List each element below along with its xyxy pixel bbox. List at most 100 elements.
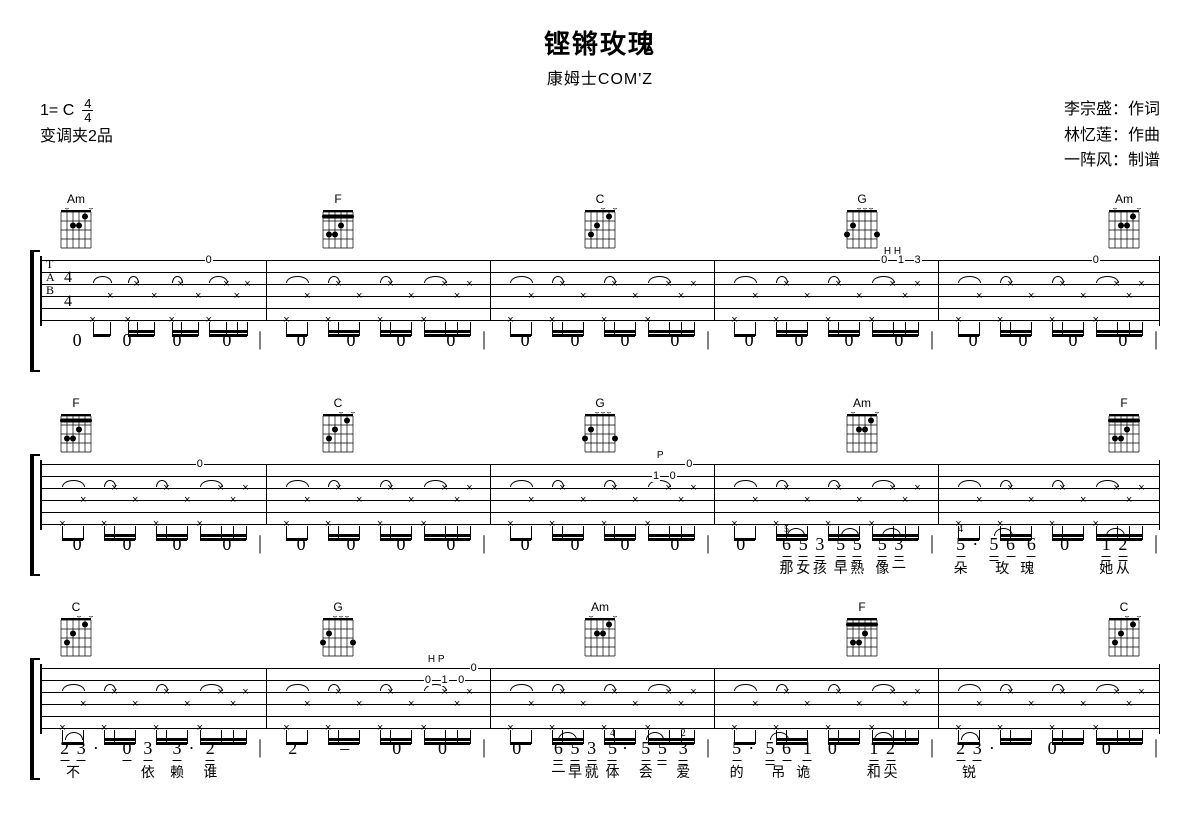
lyric: 孩 (813, 558, 827, 578)
jianpu-note: 0 (73, 534, 82, 555)
jianpu-barline: | (258, 532, 262, 555)
strum-mark: × (914, 278, 920, 290)
jianpu-note: 0 (670, 534, 679, 555)
credit-line: 一阵风：制谱 (1064, 148, 1160, 174)
strum-mark: × (856, 698, 862, 710)
strum-mark: × (804, 698, 810, 710)
chord-G: G (570, 396, 630, 458)
jianpu-note: 0 (894, 330, 903, 351)
lyric: 朵 (954, 558, 968, 578)
lyric: 体 (605, 762, 619, 782)
system-bracket (30, 250, 40, 372)
chord-row: C × G Am × F C × (40, 600, 1160, 662)
strum-mark: × (804, 290, 810, 302)
strum-mark: × (408, 290, 414, 302)
chord-row: Am × F C × G Am × (40, 192, 1160, 254)
jianpu-note: 0 (1068, 330, 1077, 351)
strum-mark: × (1080, 494, 1086, 506)
strum-mark: × (242, 482, 248, 494)
lyric: 玫 (995, 558, 1009, 578)
chord-C: C × (1094, 600, 1154, 662)
strum-mark: × (230, 494, 236, 506)
strum-mark: × (1028, 494, 1034, 506)
strum-mark: × (976, 698, 982, 710)
jianpu-note: 3 (973, 738, 982, 763)
key-sig: 1= C 44 (40, 97, 93, 124)
jianpu-note: 3 (172, 738, 181, 763)
strum-mark: × (856, 494, 862, 506)
jianpu-note: 0 (571, 330, 580, 351)
lyric: 和 (867, 762, 881, 782)
meta-row: 1= C 44 变调夹2品 李宗盛：作词林忆莲：作曲一阵风：制谱 (40, 97, 1160, 174)
tab-staff: ××××××××××××××××××××××××××××××××××××××××… (40, 664, 1160, 734)
jianpu-note: 0 (571, 534, 580, 555)
jianpu-note: 2 (288, 738, 297, 759)
svg-text:×: × (583, 616, 587, 619)
strum-mark: × (752, 698, 758, 710)
jianpu-barline: | (1154, 736, 1158, 759)
jianpu-note: 5 (658, 738, 667, 767)
jianpu-barline: | (482, 736, 486, 759)
svg-text:×: × (59, 208, 63, 211)
strum-mark: × (632, 494, 638, 506)
tab-note: 0 (470, 662, 478, 674)
chord-C: C × (46, 600, 106, 662)
tab-staff: ××××××××××××××××××××××××××××××××××××××××… (40, 460, 1160, 530)
jianpu-note: 0 (1102, 738, 1111, 759)
chord-G: G (832, 192, 892, 254)
lyric: 不 (66, 762, 80, 782)
jianpu-barline: | (706, 736, 710, 759)
lyric: 早 (568, 762, 582, 782)
strum-mark: × (304, 698, 310, 710)
tab-note: 0 (669, 470, 677, 482)
strum-mark: × (1138, 482, 1144, 494)
strum-mark: × (1126, 698, 1132, 710)
strum-mark: × (856, 290, 862, 302)
jianpu-barline: | (1154, 532, 1158, 555)
jianpu-note: 0 (123, 738, 132, 763)
jianpu-barline: | (482, 328, 486, 351)
svg-text:×: × (59, 616, 63, 619)
lyric: 熟 (850, 558, 864, 578)
lyric: 会 (639, 762, 653, 782)
strum-mark: × (678, 290, 684, 302)
chord-Am: Am × (832, 396, 892, 458)
credits: 李宗盛：作词林忆莲：作曲一阵风：制谱 (1064, 97, 1160, 174)
technique-label: H P (428, 654, 445, 665)
jianpu-note: 45 (956, 534, 965, 559)
jianpu-note: 2 (60, 738, 69, 763)
capo: 变调夹2品 (40, 124, 113, 150)
jianpu-note: 5 (732, 738, 741, 763)
strum-mark: × (184, 698, 190, 710)
chord-G: G (308, 600, 368, 662)
jianpu-note: 0 (620, 330, 629, 351)
system-bracket (30, 658, 40, 780)
jianpu-row: |0000|0000|0000|056535553那女孩早熟像一|45·5660… (40, 534, 1160, 582)
jianpu-note: 6 (782, 738, 791, 763)
jianpu-note: 0 (396, 534, 405, 555)
jianpu-note: 0 (392, 738, 401, 759)
svg-text:×: × (1107, 616, 1111, 619)
lyric: 依 (141, 762, 155, 782)
strum-mark: × (804, 494, 810, 506)
jianpu-note: 0 (745, 330, 754, 351)
strum-mark: × (678, 494, 684, 506)
tab-note: 0 (196, 458, 204, 470)
jianpu-note: 0 (1048, 738, 1057, 759)
jianpu-note: 0 (297, 330, 306, 351)
jianpu-note: 0 (670, 330, 679, 351)
jianpu-note: 1 (803, 738, 812, 763)
jianpu-barline: | (1154, 328, 1158, 351)
strum-mark: × (244, 278, 250, 290)
jianpu-note: 0 (297, 534, 306, 555)
jianpu-barline: | (706, 532, 710, 555)
jianpu-note: 0 (844, 330, 853, 351)
jianpu-note: 0 (347, 534, 356, 555)
jianpu-barline: | (930, 328, 934, 351)
svg-text:×: × (321, 412, 325, 415)
strum-mark: × (304, 290, 310, 302)
strum-mark: × (454, 290, 460, 302)
system-2: C × G Am × F C ×××××××××××××××××××××××××… (40, 600, 1160, 786)
chord-row: F C × G Am × F (40, 396, 1160, 458)
lyric: 一 (892, 558, 906, 578)
